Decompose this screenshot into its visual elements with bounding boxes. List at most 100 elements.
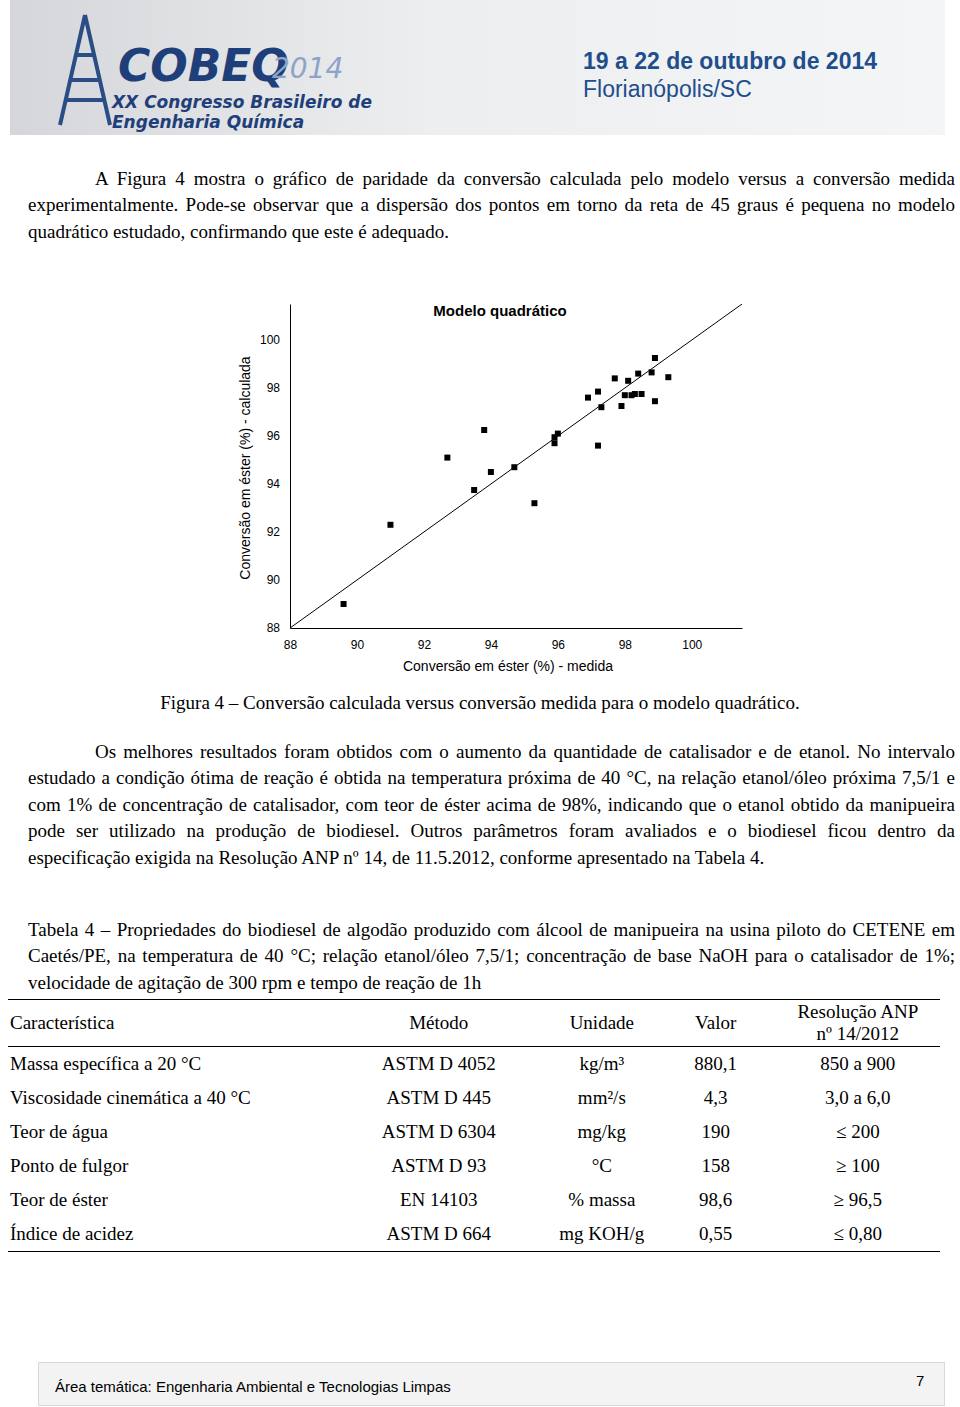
column-header: Resolução ANP nº 14/2012 xyxy=(776,1000,940,1047)
chart: Modelo quadrático 88 90 92 94 96 98 100 88 90 92 94… xyxy=(0,0,960,700)
table-cell: Ponto de fulgor xyxy=(8,1149,330,1183)
table-row: Ponto de fulgorASTM D 93°C158≥ 100 xyxy=(8,1149,940,1183)
table-row: Massa específica a 20 °CASTM D 4052kg/m³… xyxy=(8,1047,940,1082)
column-header: Método xyxy=(330,1000,548,1047)
point xyxy=(649,369,655,375)
table-cell: Viscosidade cinemática a 40 °C xyxy=(8,1081,330,1115)
page-number: 7 xyxy=(916,1372,924,1389)
point xyxy=(555,431,561,437)
footer-area: Área temática: Engenharia Ambiental e Te… xyxy=(55,1378,451,1395)
tick: 92 xyxy=(267,525,290,539)
tick: 94 xyxy=(267,477,290,491)
paragraph: Os melhores resultados foram obtidos com… xyxy=(28,739,955,871)
tick-label: 94 xyxy=(267,477,281,491)
tick-label: 94 xyxy=(485,638,499,652)
table-cell: 190 xyxy=(656,1115,776,1149)
tick: 92 xyxy=(418,628,432,652)
table-row: Viscosidade cinemática a 40 °CASTM D 445… xyxy=(8,1081,940,1115)
column-header: Característica xyxy=(8,1000,330,1047)
tick: 88 xyxy=(267,621,290,635)
point xyxy=(387,522,393,528)
point xyxy=(552,440,558,446)
tick-label: 96 xyxy=(267,429,281,443)
chart-title: Modelo quadrático xyxy=(433,302,566,319)
point xyxy=(652,398,658,404)
logo-main: COBEQ xyxy=(118,40,289,91)
x-axis: 88 90 92 94 96 98 100 xyxy=(284,628,743,652)
table-cell: EN 14103 xyxy=(330,1183,548,1217)
point xyxy=(531,500,537,506)
tick: 90 xyxy=(351,628,365,652)
point xyxy=(444,455,450,461)
point xyxy=(635,371,641,377)
tick-label: 98 xyxy=(619,638,633,652)
table-cell: ASTM D 664 xyxy=(330,1217,548,1252)
figure-caption: Figura 4 – Conversão calculada versus co… xyxy=(0,692,960,714)
x-axis-title: Conversão em éster (%) - medida xyxy=(403,658,613,674)
table-row: Teor de águaASTM D 6304mg/kg190≤ 200 xyxy=(8,1115,940,1149)
table-cell: ≥ 100 xyxy=(776,1149,940,1183)
logo-line2: Engenharia Química xyxy=(112,112,304,132)
point xyxy=(595,443,601,449)
table-cell: 0,55 xyxy=(656,1217,776,1252)
tick-label: 92 xyxy=(418,638,432,652)
point xyxy=(618,403,624,409)
point xyxy=(622,392,628,398)
point xyxy=(652,355,658,361)
point xyxy=(665,374,671,380)
paragraph: A Figura 4 mostra o gráfico de paridade … xyxy=(28,166,955,245)
point xyxy=(341,601,347,607)
point xyxy=(481,427,487,433)
table-cell: ≤ 0,80 xyxy=(776,1217,940,1252)
logo-line1: XX Congresso Brasileiro de xyxy=(112,92,372,112)
header-place: Florianópolis/SC xyxy=(583,76,752,103)
table-cell: mg/kg xyxy=(548,1115,656,1149)
tick-label: 88 xyxy=(284,638,298,652)
tick: 96 xyxy=(552,628,566,652)
table-cell: Teor de água xyxy=(8,1115,330,1149)
y-axis-title: Conversão em éster (%) - calculada xyxy=(237,356,253,580)
logo-tower xyxy=(60,15,110,125)
plot-area xyxy=(290,304,742,628)
table-caption: Tabela 4 – Propriedades do biodiesel de … xyxy=(28,917,955,996)
point xyxy=(625,378,631,384)
table-cell: mm²/s xyxy=(548,1081,656,1115)
axis-line xyxy=(291,628,743,629)
tick: 98 xyxy=(619,628,633,652)
parity-line xyxy=(290,304,742,628)
point xyxy=(639,391,645,397)
point xyxy=(595,389,601,395)
point xyxy=(632,391,638,397)
tick: 96 xyxy=(267,429,290,443)
table-cell: 3,0 a 6,0 xyxy=(776,1081,940,1115)
tick: 98 xyxy=(267,381,290,395)
table-row: Índice de acidezASTM D 664mg KOH/g0,55≤ … xyxy=(8,1217,940,1252)
tick: 88 xyxy=(284,628,298,652)
table-cell: ASTM D 445 xyxy=(330,1081,548,1115)
point xyxy=(488,469,494,475)
point xyxy=(612,375,618,381)
point xyxy=(511,464,517,470)
tick-label: 90 xyxy=(267,573,281,587)
tick-label: 100 xyxy=(260,333,280,347)
tick-label: 98 xyxy=(267,381,281,395)
table-cell: ASTM D 93 xyxy=(330,1149,548,1183)
tick: 90 xyxy=(267,573,290,587)
table-cell: 98,6 xyxy=(656,1183,776,1217)
table-cell: 880,1 xyxy=(656,1047,776,1082)
tick-label: 90 xyxy=(351,638,365,652)
table-cell: % massa xyxy=(548,1183,656,1217)
table-cell: 4,3 xyxy=(656,1081,776,1115)
point xyxy=(471,487,477,493)
table-cell: Teor de éster xyxy=(8,1183,330,1217)
table-row: Teor de ésterEN 14103% massa98,6≥ 96,5 xyxy=(8,1183,940,1217)
tick-label: 88 xyxy=(267,621,281,635)
table-cell: ASTM D 6304 xyxy=(330,1115,548,1149)
tick: 94 xyxy=(485,628,499,652)
table-cell: Índice de acidez xyxy=(8,1217,330,1252)
tick-label: 100 xyxy=(682,638,702,652)
tick: 100 xyxy=(682,628,702,652)
table-cell: 850 a 900 xyxy=(776,1047,940,1082)
point xyxy=(598,404,604,410)
logo-year: 2014 xyxy=(272,52,343,85)
